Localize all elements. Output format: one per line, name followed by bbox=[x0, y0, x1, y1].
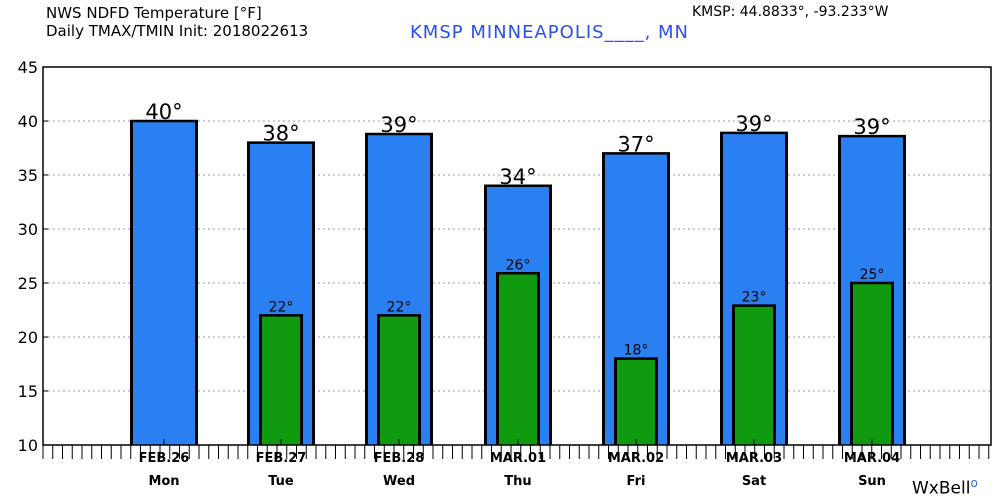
station-coords: KMSP: 44.8833°, -93.233°W bbox=[692, 4, 889, 20]
tmin-bars bbox=[259, 272, 894, 445]
tmax-data-label: 39° bbox=[853, 115, 890, 139]
tmin-data-label: 22° bbox=[387, 299, 412, 315]
tmin-data-label: 22° bbox=[269, 299, 294, 315]
wxbell-logo: WxBello bbox=[912, 476, 978, 499]
tmin-data-label: 26° bbox=[506, 257, 531, 273]
logo-dot-icon: o bbox=[970, 476, 978, 490]
y-tick-label: 20 bbox=[18, 328, 38, 347]
tmin-bar bbox=[259, 315, 303, 445]
day-label: Sat bbox=[742, 474, 766, 489]
x-tick-label: FEB.27 bbox=[256, 451, 307, 466]
plot-frame bbox=[42, 66, 992, 446]
y-tick-label: 45 bbox=[18, 58, 38, 77]
x-tick-label: MAR.01 bbox=[490, 451, 546, 466]
chart-title: NWS NDFD Temperature [°F] bbox=[46, 4, 262, 22]
tmax-data-label: 38° bbox=[262, 122, 299, 146]
x-tick-label: FEB.26 bbox=[139, 451, 190, 466]
y-tick-label: 35 bbox=[18, 166, 38, 185]
data-labels: 40° 38° 22° 39° 22° 34° 26° 37° 18° 39° 23° 39° 25° bbox=[145, 100, 890, 359]
chart-subtitle: Daily TMAX/TMIN Init: 2018022613 bbox=[46, 22, 309, 40]
tmax-data-label: 39° bbox=[735, 112, 772, 136]
y-tick-label: 10 bbox=[18, 436, 38, 455]
grid-lines bbox=[43, 120, 991, 392]
x-tick-label: MAR.03 bbox=[726, 451, 782, 466]
day-label: Tue bbox=[268, 474, 294, 489]
day-label: Sun bbox=[858, 474, 886, 489]
day-label: Fri bbox=[627, 474, 646, 489]
tmax-data-label: 34° bbox=[499, 165, 536, 189]
x-tick-label: MAR.02 bbox=[608, 451, 664, 466]
tmin-data-label: 23° bbox=[742, 290, 767, 306]
tmax-data-label: 37° bbox=[617, 132, 654, 156]
tmin-data-label: 25° bbox=[860, 267, 885, 283]
y-tick-label: 30 bbox=[18, 220, 38, 239]
tmax-bar bbox=[130, 121, 198, 445]
tmax-data-label: 40° bbox=[145, 100, 182, 124]
y-tick-label: 25 bbox=[18, 274, 38, 293]
tmin-bar bbox=[850, 283, 894, 445]
tmin-bar bbox=[496, 273, 540, 445]
y-tick-label: 15 bbox=[18, 382, 38, 401]
tmin-data-label: 18° bbox=[624, 343, 649, 359]
day-label: Mon bbox=[148, 474, 179, 489]
tmin-bar bbox=[377, 315, 421, 445]
tmin-bar bbox=[614, 358, 658, 445]
axes: 10 15 20 25 30 35 40 45 FEB.26 Mon FEB.27 Tue FEB.28… bbox=[18, 58, 992, 489]
tmin-bar bbox=[732, 305, 776, 445]
credit-text: WxBell bbox=[912, 478, 971, 499]
day-label: Wed bbox=[383, 474, 415, 489]
y-tick-label: 40 bbox=[18, 112, 38, 131]
station-name: KMSP MINNEAPOLIS____, MN bbox=[410, 22, 690, 43]
x-tick-label: FEB.28 bbox=[374, 451, 425, 466]
day-label: Thu bbox=[504, 474, 531, 489]
tmax-data-label: 39° bbox=[380, 113, 417, 137]
